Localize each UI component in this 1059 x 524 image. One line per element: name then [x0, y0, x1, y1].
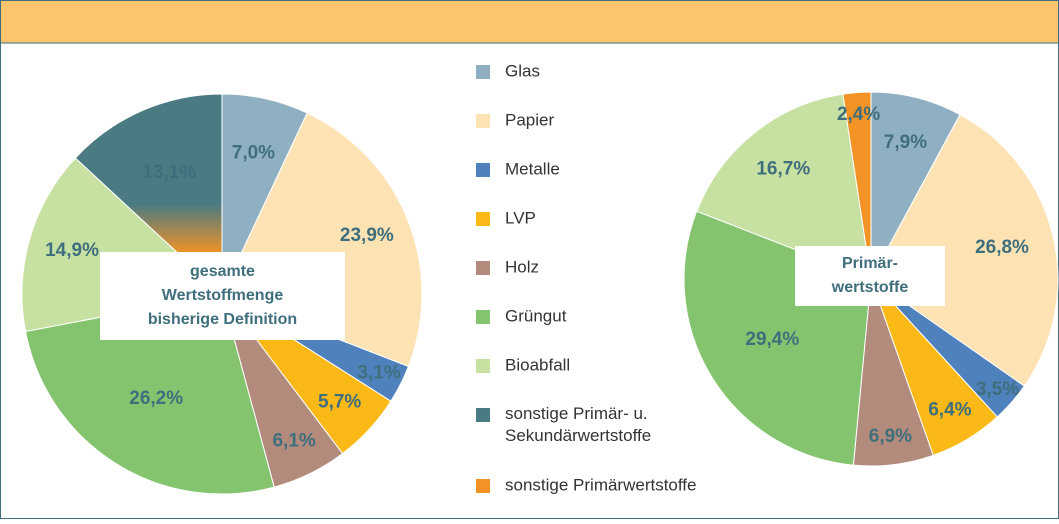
- value-label: 3,5%: [976, 379, 1019, 400]
- center-label-box: [100, 252, 345, 340]
- center-label: gesamte: [190, 263, 255, 280]
- value-label: 3,1%: [357, 362, 400, 383]
- legend-label: sonstige Primär- u. Sekundärwertstoffe: [505, 404, 651, 445]
- pie-slice: sonstige Primär- u. Sekundärwertstoffe: [74, 93, 223, 296]
- center-label-box: [795, 246, 945, 306]
- legend-swatch: [476, 212, 490, 226]
- legend-swatch: [476, 163, 490, 177]
- legend-label: Bioabfall: [505, 355, 570, 374]
- legend-label: Holz: [505, 257, 539, 276]
- center-label: wertstoffe: [831, 279, 909, 296]
- value-label: 2,4%: [837, 104, 880, 125]
- value-label: 29,4%: [745, 329, 799, 350]
- legend-swatch: [476, 65, 490, 79]
- legend-swatch: [476, 261, 490, 275]
- legend-swatch: [476, 408, 490, 422]
- pie-slice: Papier: [870, 113, 1059, 387]
- center-label: bisherige Definition: [148, 311, 297, 328]
- value-label: 26,2%: [129, 388, 183, 409]
- center-label: Primär-: [842, 255, 898, 272]
- value-label: 26,8%: [975, 237, 1029, 258]
- legend-line: sonstige Primär- u.: [505, 404, 648, 423]
- pie-slice: sonstige Primärwertstoffe: [842, 91, 872, 280]
- value-label: 14,9%: [45, 240, 99, 261]
- value-label: 7,9%: [884, 132, 927, 153]
- legend-label: sonstige Primärwertstoffe: [505, 475, 696, 494]
- pie-slice: Grüngut: [24, 293, 275, 495]
- center-label: Wertstoffmenge: [162, 287, 284, 304]
- legend-label: Metalle: [505, 159, 560, 178]
- value-label: 5,7%: [318, 391, 361, 412]
- legend-line: Sekundärwertstoffe: [505, 426, 651, 445]
- legend-swatch: [476, 310, 490, 324]
- value-label: 6,9%: [869, 426, 912, 447]
- value-label: 6,1%: [272, 430, 315, 451]
- pie-slice: Glas: [870, 91, 961, 280]
- legend-swatch: [476, 479, 490, 493]
- pie-slice: Bioabfall: [696, 93, 872, 280]
- value-label: 16,7%: [756, 159, 810, 180]
- legend-label: Papier: [505, 110, 554, 129]
- legend-swatch: [476, 359, 490, 373]
- value-label: 13,1%: [142, 162, 196, 183]
- legend-swatch: [476, 114, 490, 128]
- value-label: 23,9%: [340, 225, 394, 246]
- value-label: 7,0%: [232, 142, 275, 163]
- legend-label: Glas: [505, 61, 540, 80]
- header-band: [1, 1, 1058, 43]
- value-label: 6,4%: [928, 400, 971, 421]
- legend-label: LVP: [505, 208, 536, 227]
- legend-label: Grüngut: [505, 306, 567, 325]
